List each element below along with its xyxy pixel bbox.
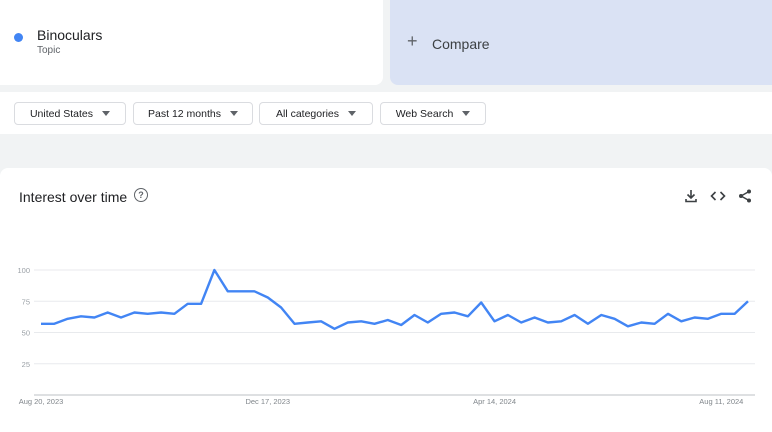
data-point[interactable] [306,321,310,325]
data-point[interactable] [546,321,550,325]
data-point[interactable] [279,306,283,310]
interest-over-time-card: Interest over time ? 25 50 75 100 Aug 20, 20… [0,168,772,432]
data-point[interactable] [479,301,483,305]
data-point[interactable] [613,317,617,321]
series-line[interactable] [41,268,749,331]
data-point[interactable] [599,313,603,317]
help-circle-icon[interactable]: ? [134,188,148,202]
y-tick-label: 25 [22,360,30,369]
category-filter-label: All categories [275,107,340,120]
data-point[interactable] [399,323,403,327]
data-point[interactable] [39,322,43,326]
data-point[interactable] [132,311,136,315]
search-term-card[interactable]: Binoculars Topic [0,0,383,85]
data-point[interactable] [413,313,417,317]
data-point[interactable] [666,312,670,316]
data-point[interactable] [119,316,123,320]
data-point[interactable] [719,312,723,316]
data-point[interactable] [519,321,523,325]
data-point[interactable] [159,311,163,315]
data-point[interactable] [199,302,203,306]
data-point[interactable] [372,322,376,326]
data-point[interactable] [466,314,470,318]
y-tick-label: 100 [17,266,30,275]
term-type: Topic [37,45,61,56]
data-point[interactable] [92,316,96,320]
y-tick-label: 50 [22,329,30,338]
caret-down-icon [348,111,357,116]
data-point[interactable] [252,289,256,293]
data-point[interactable] [332,327,336,331]
data-point[interactable] [172,312,176,316]
data-point[interactable] [506,313,510,317]
data-point[interactable] [266,296,270,300]
search-type-filter-label: Web Search [395,107,454,120]
embed-code-icon[interactable] [710,188,726,204]
data-point[interactable] [453,311,457,315]
data-point[interactable] [559,319,563,323]
data-point[interactable] [746,299,750,303]
data-point[interactable] [679,319,683,323]
data-point[interactable] [319,319,323,323]
data-point[interactable] [79,314,83,318]
data-point[interactable] [346,321,350,325]
data-point[interactable] [639,321,643,325]
y-tick-label: 75 [22,297,30,306]
plus-icon: + [407,31,418,51]
data-point[interactable] [626,324,630,328]
time-range-filter[interactable]: Past 12 months [133,102,253,125]
time-range-filter-label: Past 12 months [148,107,221,120]
data-point[interactable] [66,317,70,321]
data-point[interactable] [586,322,590,326]
caret-down-icon [102,111,111,116]
caret-down-icon [229,111,238,116]
data-point[interactable] [226,289,230,293]
data-point[interactable] [706,317,710,321]
term-name: Binoculars [37,27,103,43]
data-point[interactable] [106,311,110,315]
data-point[interactable] [239,289,243,293]
term-color-dot [14,33,23,42]
download-icon[interactable] [683,188,699,204]
filters-bar: United States Past 12 months All categor… [0,92,772,134]
data-point[interactable] [653,322,657,326]
x-tick-label: Aug 20, 2023 [19,397,64,406]
data-point[interactable] [573,313,577,317]
compare-button[interactable]: + Compare [390,0,772,85]
chart-title: Interest over time [19,189,128,205]
data-point[interactable] [533,316,537,320]
data-point[interactable] [693,316,697,320]
search-type-filter[interactable]: Web Search [380,102,486,125]
data-point[interactable] [359,319,363,323]
x-tick-label: Dec 17, 2023 [245,397,290,406]
caret-down-icon [462,111,471,116]
data-point[interactable] [439,312,443,316]
data-point[interactable] [426,321,430,325]
x-tick-label: Aug 11, 2024 [699,397,743,406]
data-point[interactable] [146,312,150,316]
data-point[interactable] [186,302,190,306]
share-icon[interactable] [737,188,753,204]
x-tick-label: Apr 14, 2024 [473,397,516,406]
data-point[interactable] [733,312,737,316]
data-point[interactable] [386,318,390,322]
region-filter-label: United States [29,107,94,120]
line-chart: 25 50 75 100 Aug 20, 2023 Dec 17, 2023 Apr 14,… [17,266,755,406]
category-filter[interactable]: All categories [259,102,373,125]
data-point[interactable] [212,268,216,272]
data-point[interactable] [52,322,56,326]
compare-label: Compare [432,36,490,52]
data-point[interactable] [292,322,296,326]
data-point[interactable] [493,319,497,323]
region-filter[interactable]: United States [14,102,126,125]
